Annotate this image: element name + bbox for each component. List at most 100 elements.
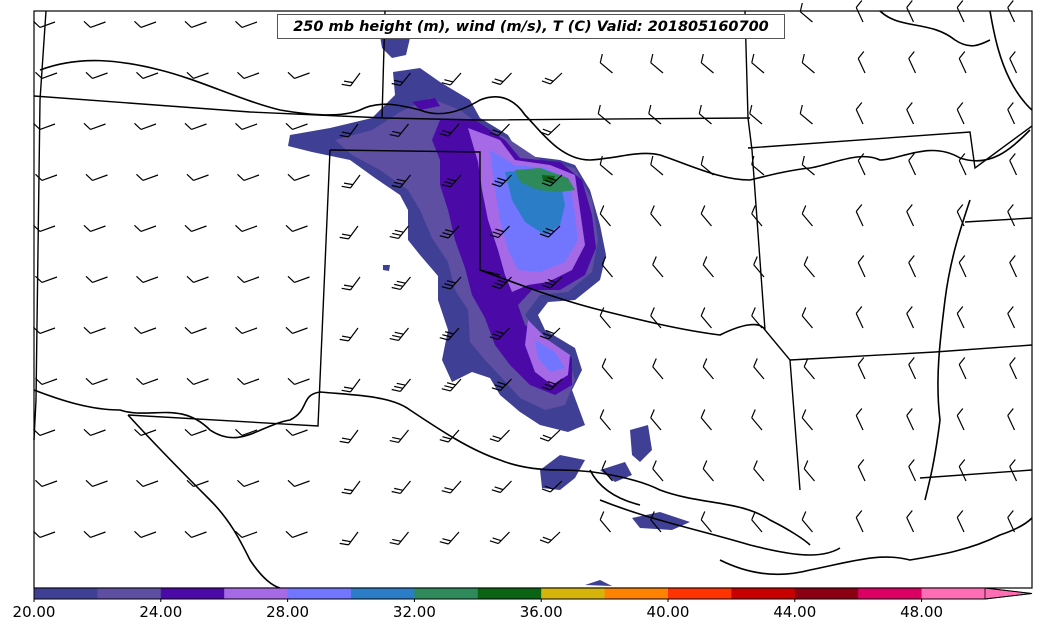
wind-barb bbox=[799, 104, 813, 125]
wind-barb bbox=[237, 377, 260, 386]
wind-barb bbox=[489, 429, 510, 443]
colorbar-tick-label: 32.00 bbox=[392, 603, 436, 621]
map-title: 250 mb height (m), wind (m/s), T (C) Val… bbox=[277, 14, 785, 39]
wind-barb bbox=[489, 531, 510, 545]
wind-barb bbox=[389, 225, 409, 240]
wind-barb bbox=[541, 480, 563, 493]
wind-barb bbox=[539, 429, 561, 442]
wind-barb bbox=[389, 123, 409, 138]
wind-barb bbox=[799, 2, 813, 23]
wind-barb bbox=[958, 255, 967, 278]
wind-barb bbox=[541, 72, 563, 85]
wind-barb bbox=[441, 480, 462, 494]
wind-barb bbox=[186, 479, 209, 488]
wind-barb bbox=[391, 378, 411, 393]
wind-barb bbox=[700, 307, 712, 329]
wind-barb bbox=[35, 275, 58, 284]
wind-barb bbox=[1007, 204, 1016, 227]
wind-barb bbox=[801, 53, 815, 74]
wind-barb bbox=[389, 531, 409, 546]
wind-barb bbox=[491, 480, 512, 494]
wind-barb bbox=[700, 53, 714, 74]
wind-barb bbox=[285, 428, 308, 437]
wind-barb bbox=[287, 275, 310, 284]
wind-barb bbox=[136, 173, 159, 182]
wind-barb bbox=[650, 205, 662, 227]
wind-barb bbox=[439, 123, 460, 137]
wind-barb bbox=[35, 173, 58, 182]
wind-barb bbox=[83, 224, 106, 233]
colorbar-tick-label: 48.00 bbox=[900, 603, 944, 621]
wind-barb bbox=[700, 409, 712, 431]
wind-barb bbox=[956, 204, 965, 227]
colorbar-tick-label: 20.00 bbox=[12, 603, 56, 621]
wind-barb bbox=[803, 358, 815, 380]
wind-barb bbox=[599, 307, 611, 329]
wind-barb bbox=[237, 173, 260, 182]
colorbar-segment bbox=[160, 588, 225, 599]
wind-barb bbox=[650, 155, 664, 176]
wind-barb bbox=[184, 428, 207, 437]
wind-barb bbox=[958, 459, 967, 482]
wind-barb bbox=[753, 460, 765, 482]
wind-barb bbox=[184, 224, 207, 233]
wind-barb bbox=[599, 409, 611, 431]
wind-barb bbox=[83, 428, 106, 437]
wind-barb bbox=[341, 480, 361, 495]
colorbar-outline bbox=[33, 587, 1033, 600]
wind-barb bbox=[700, 205, 712, 227]
wind-barb bbox=[1009, 255, 1018, 278]
wind-barb bbox=[541, 174, 563, 187]
wind-barb bbox=[801, 307, 813, 329]
wind-barb bbox=[601, 256, 613, 278]
wind-barb bbox=[341, 276, 361, 291]
wind-barb bbox=[339, 123, 359, 138]
wind-barb bbox=[285, 122, 308, 131]
colorbar-segment bbox=[97, 588, 162, 599]
wind-barb bbox=[1007, 0, 1016, 23]
wind-barb bbox=[751, 155, 765, 176]
wind-barb bbox=[751, 307, 763, 329]
wind-barb bbox=[1009, 153, 1018, 176]
colorbar-segment bbox=[668, 588, 732, 599]
state-boundaries bbox=[33, 10, 1033, 491]
wind-barb bbox=[906, 204, 915, 227]
wind-barb bbox=[391, 72, 411, 87]
wind-barb bbox=[83, 122, 106, 131]
wind-barb bbox=[803, 256, 815, 278]
wind-barb bbox=[855, 408, 864, 431]
wind-barb bbox=[237, 71, 260, 80]
wind-barb bbox=[33, 326, 56, 335]
wind-barb bbox=[857, 357, 866, 380]
wind-barb bbox=[489, 123, 510, 137]
colorbar-segment bbox=[731, 588, 796, 599]
wind-barb bbox=[389, 327, 409, 342]
wind-barb bbox=[237, 479, 260, 488]
wind-barb bbox=[855, 306, 864, 329]
wind-barbs bbox=[33, 0, 1018, 546]
wind-barb bbox=[855, 510, 864, 533]
wind-barb bbox=[439, 327, 460, 341]
wind-barb bbox=[33, 20, 56, 29]
wind-barb bbox=[287, 173, 310, 182]
colorbar-segment bbox=[34, 588, 98, 599]
wind-barb bbox=[906, 510, 915, 533]
wind-barb bbox=[235, 122, 258, 131]
wind-barb bbox=[1007, 510, 1016, 533]
wind-barb bbox=[801, 205, 813, 227]
wind-barb bbox=[1007, 408, 1016, 431]
wind-barb bbox=[136, 275, 159, 284]
wind-barb bbox=[702, 358, 714, 380]
wind-barb bbox=[908, 255, 917, 278]
wind-barb bbox=[908, 459, 917, 482]
wind-barb bbox=[597, 104, 611, 125]
wind-barb bbox=[136, 479, 159, 488]
wind-barb bbox=[441, 174, 462, 188]
wind-barb bbox=[85, 377, 108, 386]
wind-barb bbox=[235, 20, 258, 29]
colorbar-segment bbox=[921, 588, 986, 599]
wind-barb bbox=[287, 71, 310, 80]
wind-barb bbox=[134, 530, 157, 539]
wind-barb bbox=[908, 51, 917, 74]
wind-barb bbox=[441, 378, 462, 392]
